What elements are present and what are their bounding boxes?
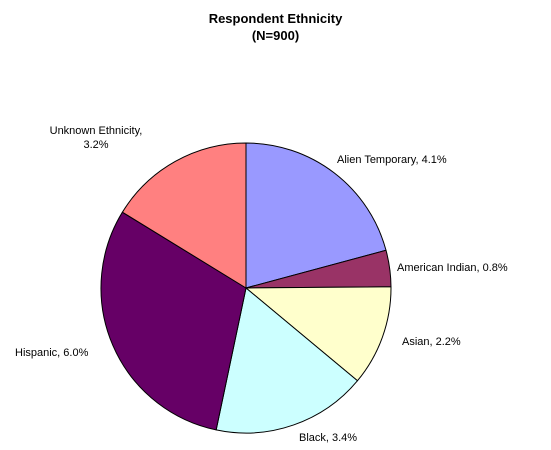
pie-slice-hispanic xyxy=(100,211,247,431)
slice-label-alien-temporary: Alien Temporary, 4.1% xyxy=(337,154,447,166)
slice-label-hispanic: Hispanic, 6.0% xyxy=(15,347,89,359)
slice-label-unknown-ethnicity: Unknown Ethnicity, 3.2% xyxy=(50,125,143,151)
slice-label-american-indian: American Indian, 0.8% xyxy=(397,262,508,274)
chart-title: Respondent Ethnicity xyxy=(208,11,343,26)
chart-title-block: Respondent Ethnicity (N=900) xyxy=(0,10,551,44)
pie-slice-alien-temporary xyxy=(245,142,387,289)
pie-labels: Alien Temporary, 4.1% American Indian, 0.… xyxy=(15,125,508,444)
pie-slice-unknown-ethnicity xyxy=(121,142,247,289)
slice-label-black: Black, 3.4% xyxy=(299,432,357,444)
pie-slice-black xyxy=(215,287,358,434)
chart-subtitle: (N=900) xyxy=(251,28,300,43)
pie-slice-asian xyxy=(245,286,392,382)
pie-slices xyxy=(100,142,392,434)
slice-label-asian: Asian, 2.2% xyxy=(402,336,461,348)
